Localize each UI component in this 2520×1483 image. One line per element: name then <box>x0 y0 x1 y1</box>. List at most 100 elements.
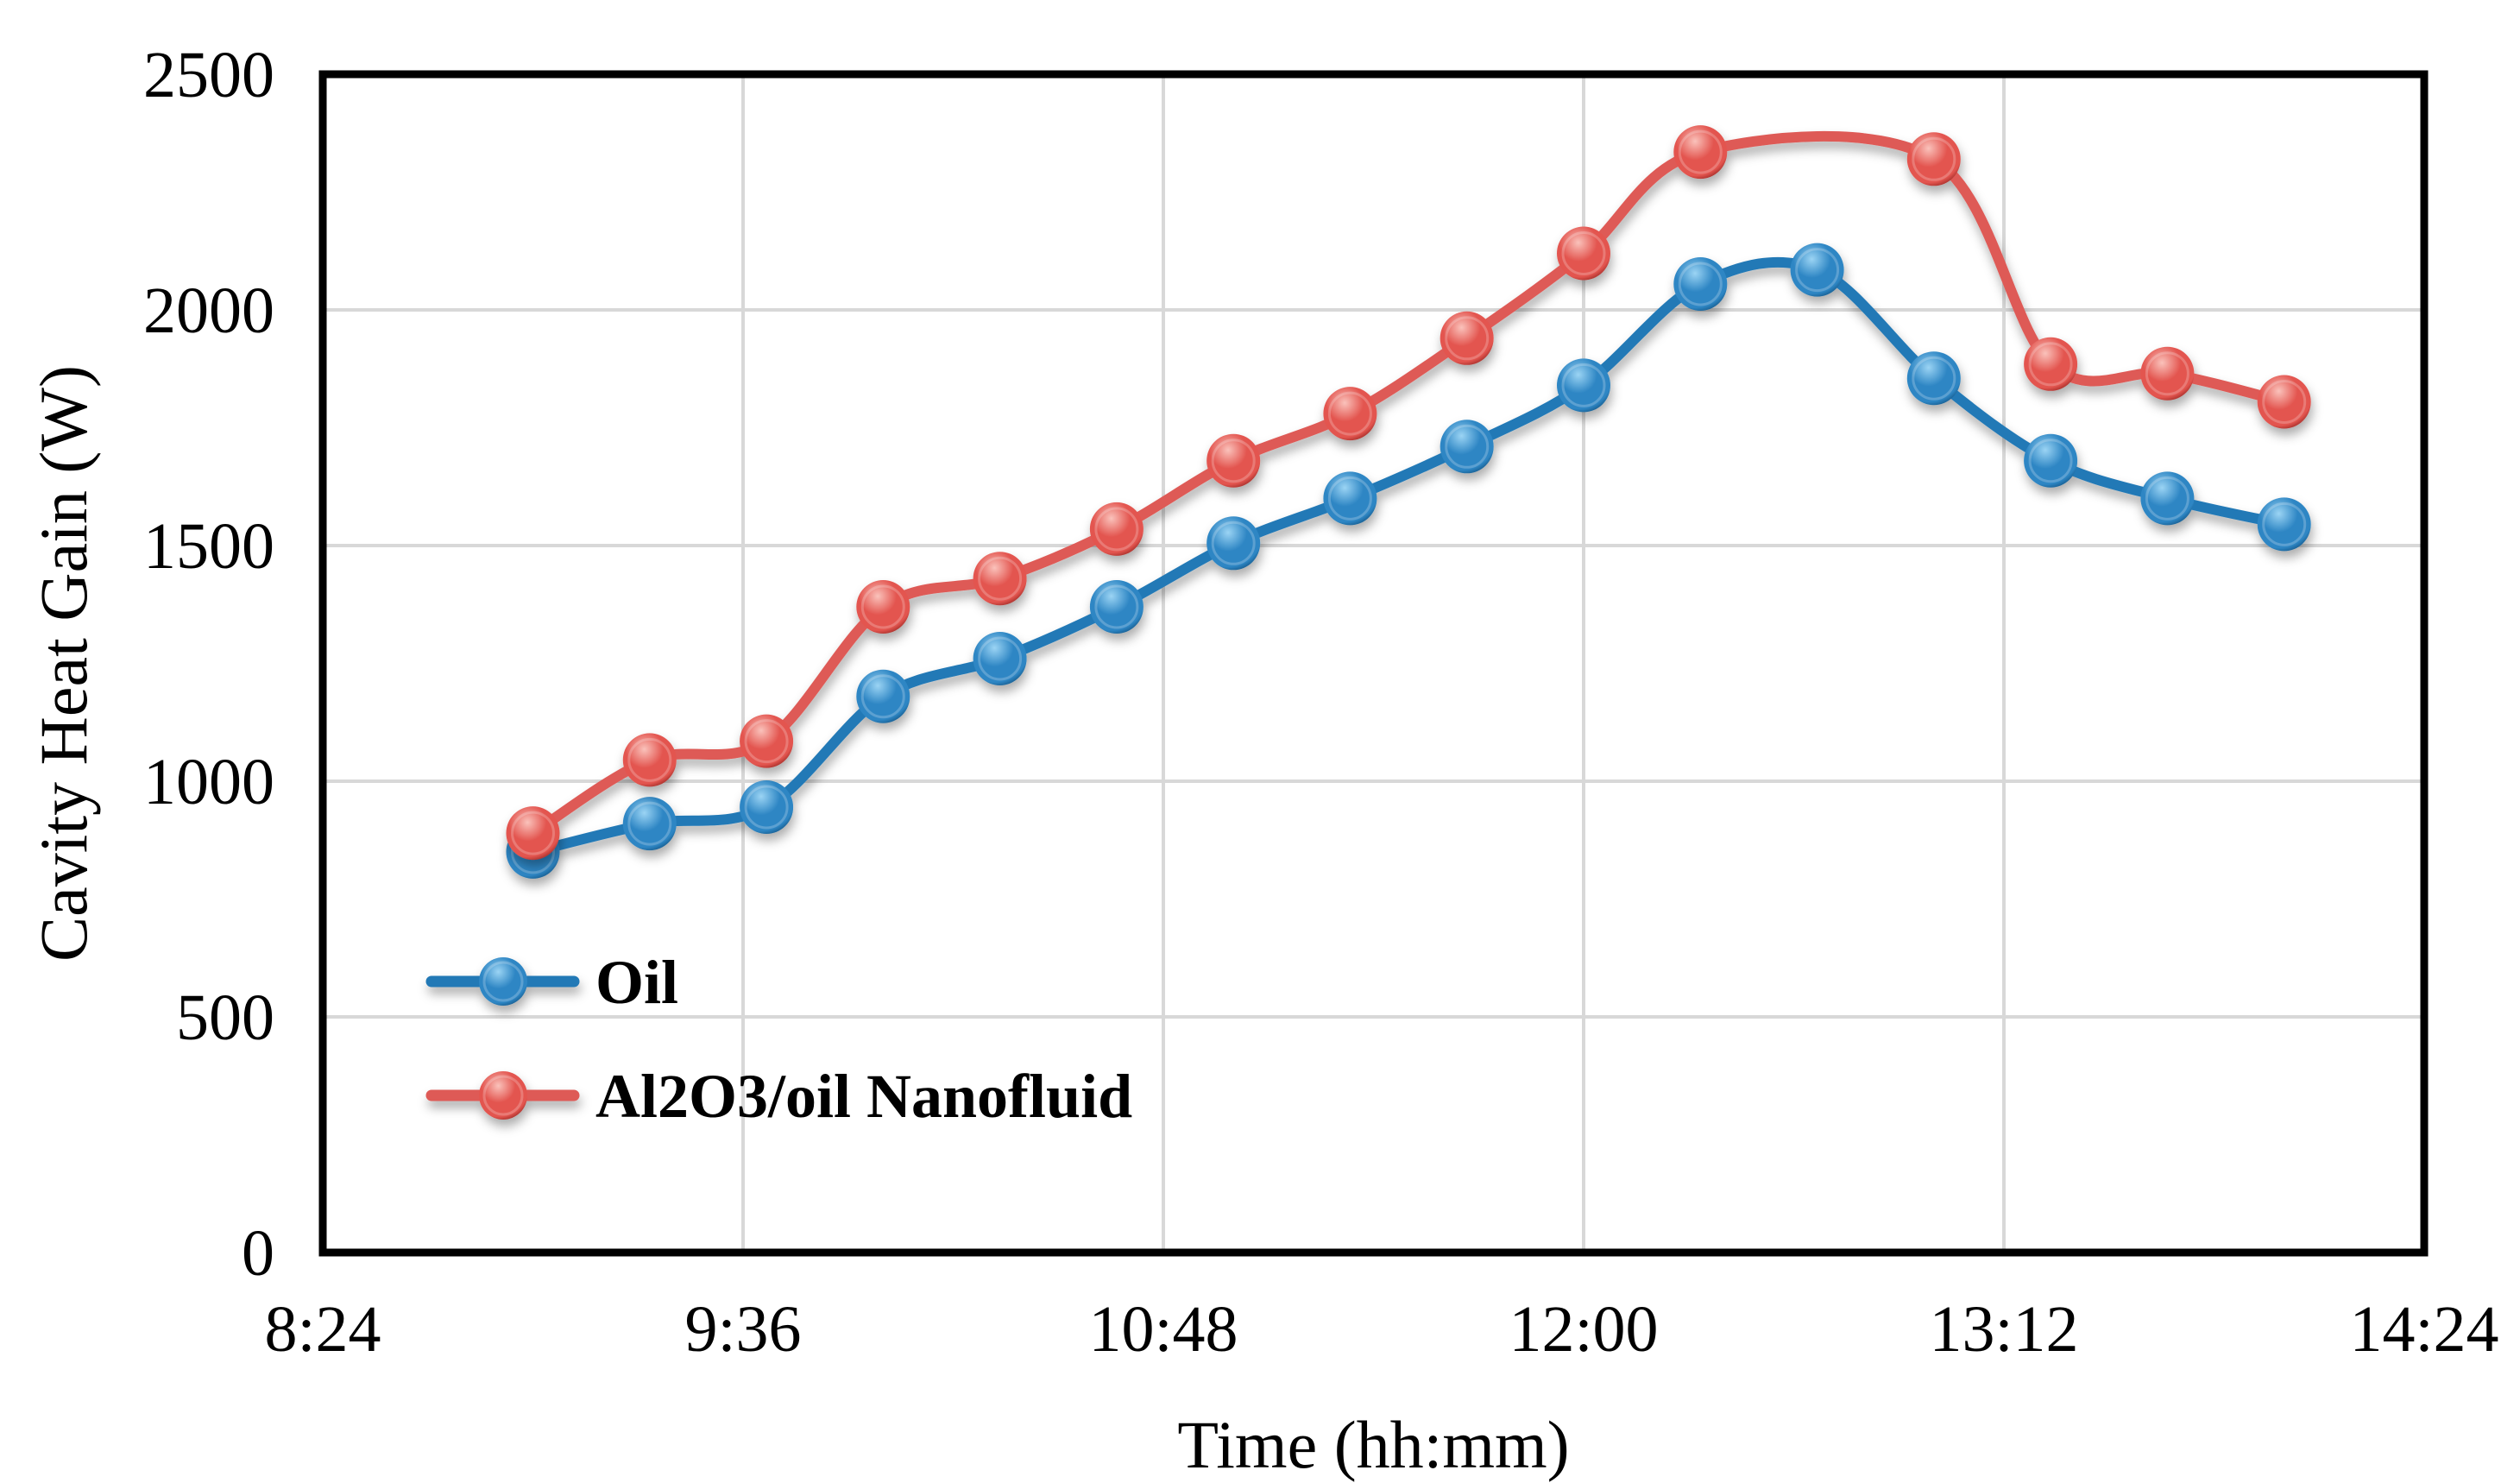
sphere-marker-ring <box>1445 424 1490 469</box>
x-tick-label-14-24: 14:24 <box>2349 1293 2498 1366</box>
y-tick-label-500: 500 <box>176 981 274 1054</box>
sphere-marker-icon <box>856 580 910 634</box>
marker-oil-12-00 <box>1557 358 1610 413</box>
sphere-marker-ring <box>1327 391 1372 436</box>
marker-oil-10-40 <box>1089 580 1143 634</box>
sphere-marker-ring <box>1445 316 1490 361</box>
y-tick-label-2500: 2500 <box>143 39 274 111</box>
sphere-marker-ring <box>627 737 672 782</box>
legend-label-al2o3-oil-nanofluid: Al2O3/oil Nanofluid <box>595 1062 1132 1131</box>
marker-al2o3-oil-nanofluid-11-40 <box>1440 311 1494 365</box>
sphere-marker-icon <box>1673 257 1728 311</box>
sphere-marker-ring <box>744 719 789 764</box>
marker-oil-11-00 <box>1206 516 1261 571</box>
sphere-marker-ring <box>2262 380 2307 424</box>
sphere-marker-icon <box>973 632 1027 685</box>
marker-al2o3-oil-nanofluid-12-20 <box>1673 125 1728 180</box>
marker-oil-11-20 <box>1323 471 1377 526</box>
sphere-marker-icon <box>1790 243 1844 297</box>
sphere-marker-ring <box>1561 231 1606 275</box>
y-tick-label-1500: 1500 <box>143 510 274 583</box>
legend-sphere-ring <box>482 1075 524 1116</box>
y-tick-label-1000: 1000 <box>143 746 274 818</box>
sphere-marker-icon <box>740 780 794 834</box>
marker-al2o3-oil-nanofluid-10-40 <box>1089 502 1143 556</box>
sphere-marker-ring <box>2145 476 2189 521</box>
sphere-marker-ring <box>860 674 905 719</box>
sphere-marker-ring <box>2145 351 2189 396</box>
marker-al2o3-oil-nanofluid-13-40 <box>2140 346 2195 401</box>
marker-oil-13-40 <box>2140 471 2195 526</box>
sphere-marker-icon <box>1323 471 1377 526</box>
y-axis-tick-labels: 0 500 1000 1500 2000 2500 <box>143 39 274 1290</box>
x-tick-label-8-24: 8:24 <box>264 1293 381 1366</box>
legend-swatch-al2o3-oil-nanofluid <box>425 1071 580 1120</box>
sphere-marker-icon <box>1440 311 1494 365</box>
sphere-marker-icon <box>1557 358 1610 413</box>
marker-oil-14-00 <box>2257 497 2311 552</box>
sphere-marker-icon <box>1323 387 1377 441</box>
marker-al2o3-oil-nanofluid-9-00 <box>506 806 560 861</box>
legend-item-oil: Oil <box>425 948 678 1017</box>
sphere-marker-icon <box>2140 346 2195 401</box>
sphere-marker-icon <box>1557 226 1610 281</box>
sphere-marker-ring <box>1678 262 1723 306</box>
sphere-marker-ring <box>1561 363 1606 407</box>
sphere-marker-icon <box>1906 132 1961 186</box>
sphere-marker-icon <box>2257 497 2311 552</box>
sphere-marker-ring <box>511 811 555 855</box>
marker-oil-12-20 <box>1673 257 1728 311</box>
sphere-marker-icon <box>973 552 1027 606</box>
sphere-marker-ring <box>1795 248 1840 293</box>
marker-oil-9-40 <box>740 780 794 834</box>
y-tick-label-2000: 2000 <box>143 275 274 347</box>
legend-sphere-marker-icon <box>479 957 527 1006</box>
sphere-marker-ring <box>1912 136 1956 181</box>
x-tick-label-10-48: 10:48 <box>1088 1293 1238 1366</box>
legend: Oil Al2O3/oil Nanofluid <box>425 948 1132 1131</box>
marker-oil-12-40 <box>1790 243 1844 297</box>
marker-oil-10-20 <box>973 632 1027 685</box>
sphere-marker-icon <box>1206 433 1261 488</box>
series-al2o3-oil-nanofluid <box>506 125 2311 861</box>
sphere-marker-icon <box>2024 337 2078 391</box>
marker-al2o3-oil-nanofluid-14-00 <box>2257 375 2311 429</box>
series-line-oil <box>527 256 2290 857</box>
sphere-marker-icon <box>1089 580 1143 634</box>
sphere-marker-icon <box>856 669 910 723</box>
sphere-marker-icon <box>2140 471 2195 526</box>
sphere-marker-ring <box>627 801 672 846</box>
marker-oil-13-20 <box>2024 433 2078 488</box>
sphere-marker-icon <box>622 733 677 787</box>
sphere-marker-ring <box>978 556 1023 601</box>
legend-item-al2o3-oil-nanofluid: Al2O3/oil Nanofluid <box>425 1062 1132 1131</box>
sphere-marker-ring <box>2262 502 2307 546</box>
x-axis-tick-labels: 8:24 9:36 10:48 12:00 13:12 14:24 <box>264 1293 2498 1366</box>
marker-oil-9-20 <box>622 797 677 851</box>
x-tick-label-9-36: 9:36 <box>684 1293 801 1366</box>
legend-sphere-ring <box>482 961 524 1002</box>
marker-al2o3-oil-nanofluid-12-00 <box>1557 226 1610 281</box>
sphere-marker-icon <box>2257 375 2311 429</box>
x-axis-title: Time (hh:mm) <box>1177 1407 1569 1482</box>
legend-swatch-oil <box>425 957 580 1006</box>
sphere-marker-icon <box>506 806 560 861</box>
sphere-marker-ring <box>2028 439 2073 483</box>
sphere-marker-ring <box>1094 507 1139 552</box>
legend-sphere-marker-icon <box>479 1071 527 1120</box>
sphere-marker-icon <box>1089 502 1143 556</box>
sphere-marker-ring <box>1678 129 1723 174</box>
sphere-marker-ring <box>1211 439 1256 483</box>
sphere-marker-ring <box>860 584 905 629</box>
plot-border <box>318 70 2429 1257</box>
marker-al2o3-oil-nanofluid-9-20 <box>622 733 677 787</box>
sphere-marker-icon <box>1440 420 1494 474</box>
marker-oil-13-00 <box>1906 351 1961 406</box>
marker-al2o3-oil-nanofluid-10-00 <box>856 580 910 634</box>
sphere-marker-icon <box>622 797 677 851</box>
sphere-marker-icon <box>2024 433 2078 488</box>
x-tick-label-13-12: 13:12 <box>1929 1293 2078 1366</box>
sphere-marker-ring <box>1094 584 1139 629</box>
